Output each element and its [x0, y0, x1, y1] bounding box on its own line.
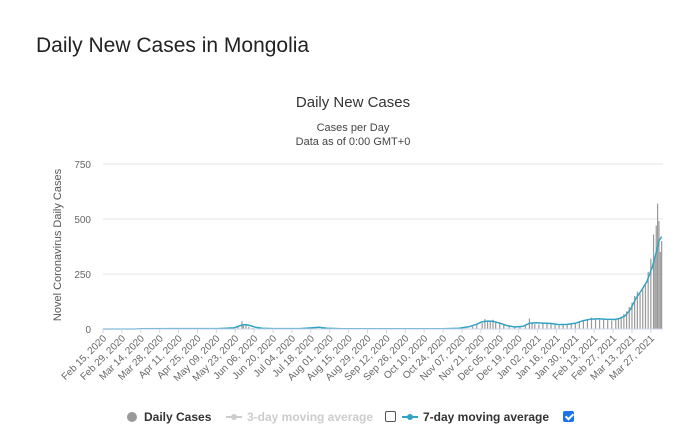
daily-cases-bar [531, 322, 533, 329]
daily-new-cases-chart: Daily New Cases Cases per Day Data as of… [52, 94, 663, 384]
daily-cases-bar [590, 317, 593, 329]
daily-cases-bar [489, 320, 491, 329]
legend-three-day-average[interactable]: 3-day moving average [226, 405, 373, 429]
page-heading: Daily New Cases in Mongolia [36, 34, 310, 57]
daily-cases-bar [503, 324, 505, 329]
daily-cases-bar [657, 203, 659, 329]
seven-day-line-icon [402, 412, 418, 422]
daily-cases-bar [639, 293, 641, 329]
daily-cases-bar [655, 225, 657, 329]
daily-cases-bar [570, 324, 572, 329]
daily-cases-bar [650, 258, 652, 329]
daily-cases-bar [594, 318, 597, 329]
daily-cases-bar [582, 320, 584, 329]
daily-cases-bar [661, 241, 663, 329]
legend-seven-day-label: 7-day moving average [423, 410, 550, 424]
daily-cases-bar [484, 319, 486, 329]
y-axis-label: Novel Coronavirus Daily Cases [52, 168, 64, 321]
daily-cases-bar [546, 322, 548, 329]
daily-cases-bar [611, 320, 613, 329]
daily-cases-bar [644, 285, 647, 329]
daily-cases-bar [636, 291, 638, 329]
daily-cases-bars [223, 203, 663, 330]
legend-seven-day-average[interactable]: 7-day moving average [402, 405, 549, 429]
daily-cases-bar [562, 325, 564, 329]
chart-subtitle-line-2: Data as of 0:00 GMT+0 [296, 136, 411, 148]
y-axis-ticks: 0 250 500 750 [74, 160, 91, 336]
daily-cases-bar [652, 234, 655, 329]
chart-subtitle-line-1: Cases per Day [317, 122, 390, 134]
daily-cases-bar [598, 319, 601, 329]
daily-cases-bar [542, 323, 544, 329]
daily-cases-bar [615, 319, 617, 329]
legend-daily-cases[interactable]: Daily Cases [127, 405, 211, 429]
legend-daily-cases-label: Daily Cases [144, 410, 212, 424]
daily-cases-bar [495, 322, 497, 329]
daily-cases-bar [538, 324, 540, 329]
daily-cases-bar [550, 322, 552, 329]
daily-cases-bar [248, 326, 250, 329]
daily-cases-bar [237, 326, 239, 329]
daily-cases-bar [634, 296, 636, 329]
chart-legend: Daily Cases 3-day moving average 7-day m… [0, 405, 675, 429]
seven-day-average-path [103, 236, 663, 330]
daily-cases-bar [566, 324, 568, 329]
seven-day-average-checkbox[interactable] [563, 411, 574, 422]
daily-cases-bar [499, 323, 501, 329]
daily-cases-bar [607, 320, 609, 329]
three-day-average-checkbox[interactable] [385, 411, 396, 422]
daily-cases-bar [476, 325, 478, 329]
daily-cases-bar [534, 324, 536, 329]
y-tick-label: 250 [74, 270, 91, 281]
daily-cases-bar [586, 319, 589, 329]
y-tick-label: 0 [85, 325, 91, 336]
daily-cases-bar [578, 321, 580, 329]
daily-cases-bar [492, 319, 494, 329]
daily-cases-bar [654, 258, 656, 329]
daily-cases-bar [242, 325, 244, 329]
daily-cases-bar [625, 311, 628, 329]
daily-cases-bar [481, 322, 483, 329]
daily-cases-bar [628, 307, 630, 329]
three-day-line-icon [226, 412, 242, 422]
daily-cases-bar [486, 321, 489, 329]
daily-cases-bar [519, 326, 521, 329]
chart-title: Daily New Cases [296, 94, 410, 111]
y-tick-label: 750 [74, 160, 91, 171]
daily-cases-marker-icon [127, 412, 137, 422]
daily-cases-bar [513, 327, 516, 329]
daily-cases-bar [631, 302, 633, 329]
daily-cases-bar [554, 324, 556, 329]
daily-cases-bar [245, 324, 247, 329]
daily-cases-bar [642, 289, 644, 329]
daily-cases-bar [658, 221, 660, 329]
daily-cases-bar [508, 325, 510, 329]
daily-cases-bar [617, 318, 620, 329]
y-tick-label: 500 [74, 215, 91, 226]
daily-cases-bar [252, 327, 254, 329]
daily-cases-bar [623, 314, 625, 329]
daily-cases-bar [472, 326, 474, 329]
daily-cases-bar [603, 318, 605, 329]
grid-lines [103, 163, 663, 275]
daily-cases-bar [558, 325, 560, 329]
legend-three-day-label: 3-day moving average [247, 410, 374, 424]
daily-cases-bar [574, 322, 576, 329]
seven-day-average-line [103, 236, 663, 330]
daily-cases-bar [647, 271, 649, 329]
daily-cases-bar [524, 325, 526, 329]
daily-cases-bar [620, 316, 622, 329]
daily-cases-bar [659, 252, 661, 329]
